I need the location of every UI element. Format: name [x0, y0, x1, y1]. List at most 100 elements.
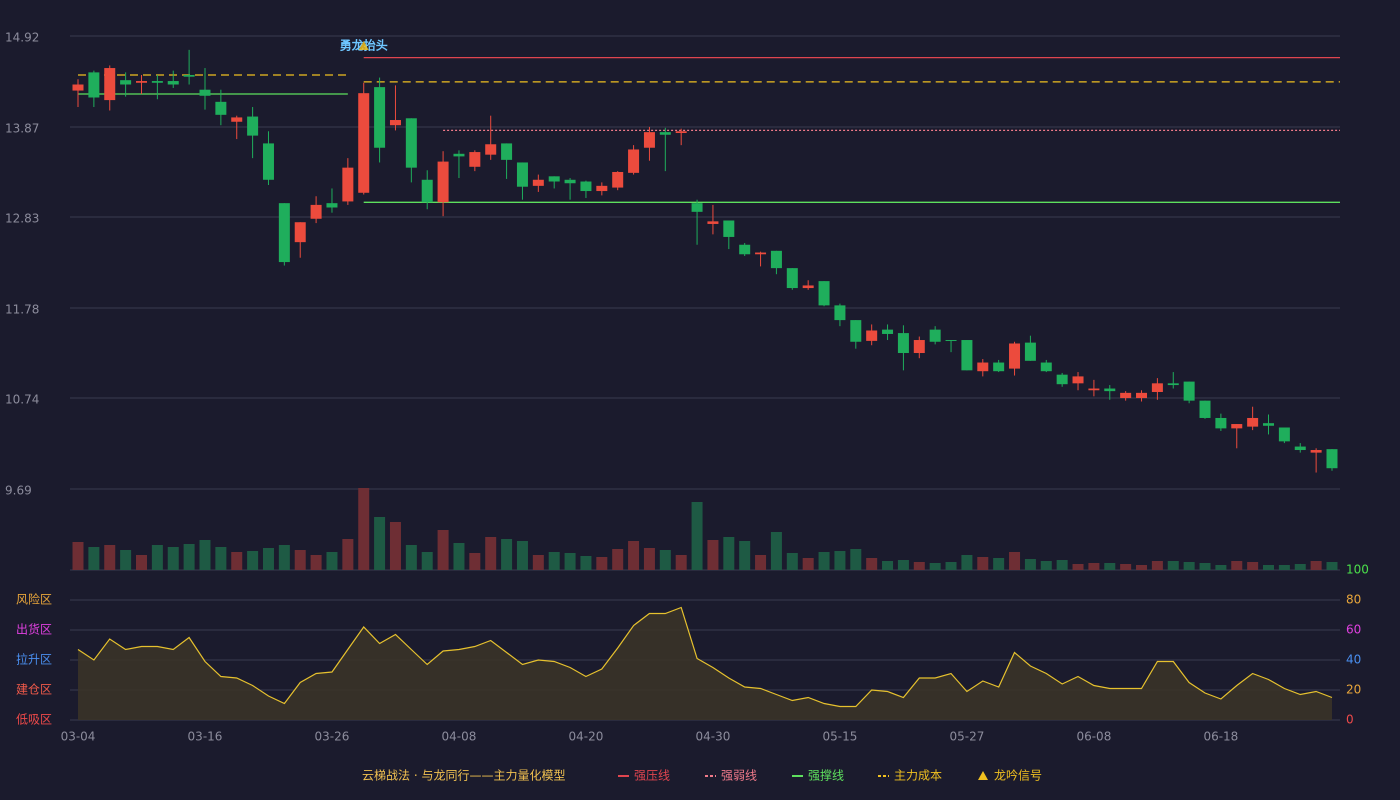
- candle-body: [977, 362, 989, 372]
- x-tick-label: 05-15: [822, 730, 857, 744]
- candle-body: [1310, 450, 1322, 453]
- candle-body: [310, 204, 322, 219]
- legend-label: 强弱线: [721, 769, 757, 783]
- volume-bar: [183, 544, 195, 570]
- candle-body: [739, 244, 751, 255]
- x-tick-label: 03-04: [61, 730, 96, 744]
- candle-body: [405, 118, 417, 168]
- volume-bar: [104, 545, 116, 570]
- volume-bar: [596, 557, 608, 570]
- candle-body: [278, 203, 290, 263]
- volume-bar: [516, 541, 528, 570]
- candle-body: [326, 203, 338, 208]
- volume-bar: [739, 541, 751, 570]
- x-tick-label: 03-16: [188, 730, 223, 744]
- candle-body: [88, 72, 100, 98]
- candle-body: [374, 87, 386, 148]
- volume-bar: [1072, 564, 1084, 570]
- volume-bar: [135, 555, 147, 570]
- volume-bar: [231, 552, 243, 570]
- volume-bar: [913, 562, 925, 570]
- volume-bar: [628, 541, 640, 570]
- candle-body: [516, 162, 528, 187]
- volume-bar: [342, 539, 354, 570]
- volume-bar: [1326, 562, 1338, 570]
- y-tick-label: 10.74: [5, 393, 39, 407]
- candle-body: [183, 74, 195, 77]
- candle-body: [1088, 388, 1100, 391]
- zone-label: 建仓区: [16, 683, 52, 697]
- x-tick-label: 04-30: [695, 730, 730, 744]
- candle-body: [453, 153, 465, 157]
- volume-bar: [770, 532, 782, 570]
- indicator-tick-label: 20: [1346, 683, 1361, 697]
- volume-bar: [580, 556, 592, 570]
- candle-body: [1326, 449, 1338, 469]
- volume-bar: [866, 558, 878, 570]
- volume-bar: [993, 558, 1005, 570]
- zone-label: 拉升区: [16, 652, 52, 667]
- candle-body: [501, 143, 513, 160]
- candle-body: [596, 185, 608, 192]
- volume-bar: [310, 555, 322, 570]
- candle-body: [643, 132, 655, 148]
- candle-body: [485, 144, 497, 155]
- legend-label: 主力成本: [894, 769, 942, 783]
- volume-bar: [120, 550, 132, 570]
- candle-body: [659, 132, 671, 135]
- volume-bar: [659, 550, 671, 570]
- candle-body: [294, 222, 306, 243]
- y-tick-label: 12.83: [5, 212, 39, 226]
- volume-bar: [1294, 564, 1306, 570]
- candle-body: [913, 340, 925, 354]
- candle-body: [1104, 388, 1116, 392]
- volume-bar: [945, 562, 957, 570]
- zone-label: 风险区: [16, 592, 52, 607]
- y-tick-label: 9.69: [5, 484, 32, 498]
- candle-body: [850, 320, 862, 342]
- volume-bar: [1183, 562, 1195, 570]
- volume-bar: [1088, 563, 1100, 570]
- volume-bar: [564, 553, 576, 570]
- volume-bar: [1167, 561, 1179, 570]
- volume-bar: [72, 542, 84, 570]
- volume-bar: [389, 522, 401, 570]
- indicator-tick-label: 100: [1346, 563, 1369, 577]
- candle-body: [723, 220, 735, 237]
- candle-body: [755, 252, 767, 255]
- candle-body: [151, 81, 163, 83]
- candle-body: [1183, 381, 1195, 401]
- indicator-tick-label: 60: [1346, 623, 1361, 637]
- candle-body: [945, 340, 957, 342]
- candle-body: [421, 179, 433, 203]
- candle-body: [802, 285, 814, 289]
- candle-body: [342, 167, 354, 202]
- volume-bar: [802, 558, 814, 570]
- volume-bar: [929, 563, 941, 570]
- volume-bar: [167, 547, 179, 570]
- x-tick-label: 06-08: [1076, 730, 1111, 744]
- candle-body: [215, 101, 227, 115]
- indicator-area: [78, 607, 1332, 720]
- volume-bar: [453, 543, 465, 570]
- legend-label: 强撑线: [808, 768, 844, 783]
- volume-bar: [215, 547, 227, 570]
- volume-bar: [88, 547, 100, 570]
- candle-body: [882, 329, 894, 334]
- indicator-tick-label: 40: [1346, 653, 1361, 667]
- y-tick-label: 11.78: [5, 302, 39, 316]
- volume-bar: [1215, 565, 1227, 570]
- volume-bar: [834, 551, 846, 570]
- zone-label: 低吸区: [16, 713, 52, 727]
- volume-bar: [1120, 564, 1132, 570]
- volume-bar: [612, 549, 624, 570]
- legend-swatch: [978, 771, 988, 780]
- candle-body: [1136, 392, 1148, 399]
- candle-body: [167, 81, 179, 85]
- volume-bar: [151, 545, 163, 570]
- candle-body: [1247, 417, 1259, 427]
- volume-bar: [358, 488, 370, 570]
- x-tick-label: 06-18: [1203, 730, 1238, 744]
- volume-bar: [1104, 563, 1116, 570]
- volume-bar: [469, 553, 481, 570]
